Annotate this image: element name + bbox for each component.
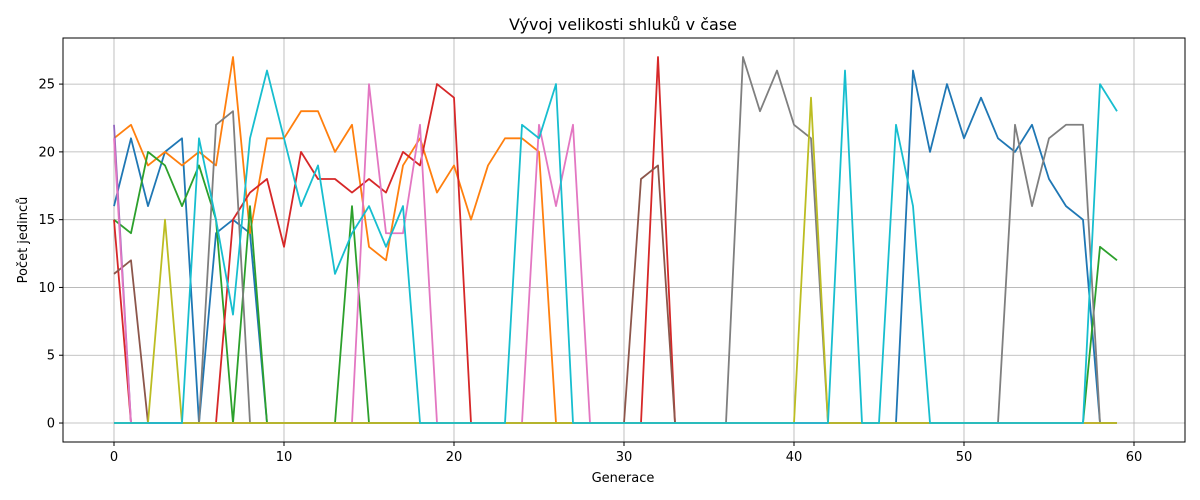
series-line-10 [114,69,1118,424]
y-tick-label: 25 [38,78,55,93]
series-group [113,56,1118,424]
x-tick-label: 50 [956,450,973,465]
y-tick-label: 5 [47,349,55,364]
x-tick-label: 0 [110,450,118,465]
x-tick-label: 10 [276,450,293,465]
y-tick-label: 10 [38,281,55,296]
x-tick-label: 20 [446,450,463,465]
grid [63,38,1185,442]
ticks: 0 10 20 30 40 50 60 0 5 10 15 20 25 [38,78,1142,465]
x-tick-label: 60 [1126,450,1143,465]
y-axis-label: Počet jedinců [16,197,31,284]
x-tick-label: 40 [786,450,803,465]
chart-title: Vývoj velikosti shluků v čase [509,15,737,34]
x-tick-label: 30 [616,450,633,465]
y-tick-label: 20 [38,145,55,160]
y-tick-label: 15 [38,213,55,228]
x-axis-label: Generace [592,471,655,486]
y-tick-label: 0 [47,417,55,432]
